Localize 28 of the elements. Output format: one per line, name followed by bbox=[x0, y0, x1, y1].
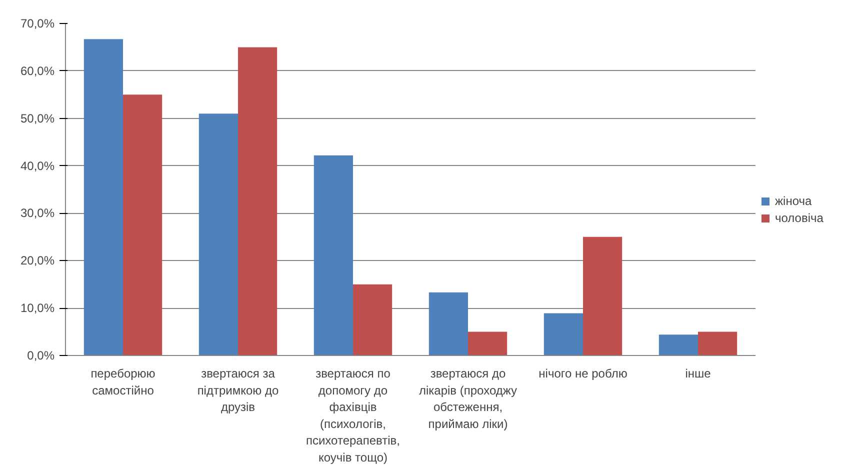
x-tick-label: звертаюся за підтримкою до друзів bbox=[197, 366, 280, 414]
y-tick-label: 40,0% bbox=[20, 158, 55, 173]
bar bbox=[658, 334, 698, 356]
x-tick-label: інше bbox=[685, 366, 712, 380]
x-tick-label: переборюю самостійно bbox=[90, 366, 156, 398]
x-tick-label: звертаюся до лікарів (проходжу обстеження, приймаю ліки) bbox=[418, 366, 518, 431]
legend-label: жіноча bbox=[775, 194, 812, 208]
bar bbox=[698, 332, 738, 356]
x-tick-label: нічого не роблю bbox=[538, 366, 628, 380]
x-tick-label: звертаюся по допомогу до фахівців (психологів, психотерапевтів, коучів тощо) bbox=[306, 366, 400, 464]
y-tick-label: 60,0% bbox=[20, 64, 55, 78]
bar bbox=[198, 114, 238, 356]
bar bbox=[314, 155, 353, 356]
y-tick-label: 20,0% bbox=[20, 254, 55, 268]
bar bbox=[468, 332, 508, 356]
bar bbox=[428, 292, 468, 356]
bar bbox=[583, 236, 622, 356]
y-tick-label: 50,0% bbox=[20, 111, 55, 126]
bar bbox=[238, 47, 278, 356]
legend-label: чоловіча bbox=[775, 211, 824, 225]
bar bbox=[353, 284, 392, 356]
bar bbox=[544, 313, 583, 356]
bar bbox=[123, 94, 162, 356]
y-tick-label: 70,0% bbox=[20, 16, 55, 30]
y-tick-label: 30,0% bbox=[20, 206, 55, 220]
y-tick-label: 0,0% bbox=[27, 348, 55, 362]
y-tick-label: 10,0% bbox=[20, 301, 55, 316]
bar bbox=[84, 39, 123, 356]
